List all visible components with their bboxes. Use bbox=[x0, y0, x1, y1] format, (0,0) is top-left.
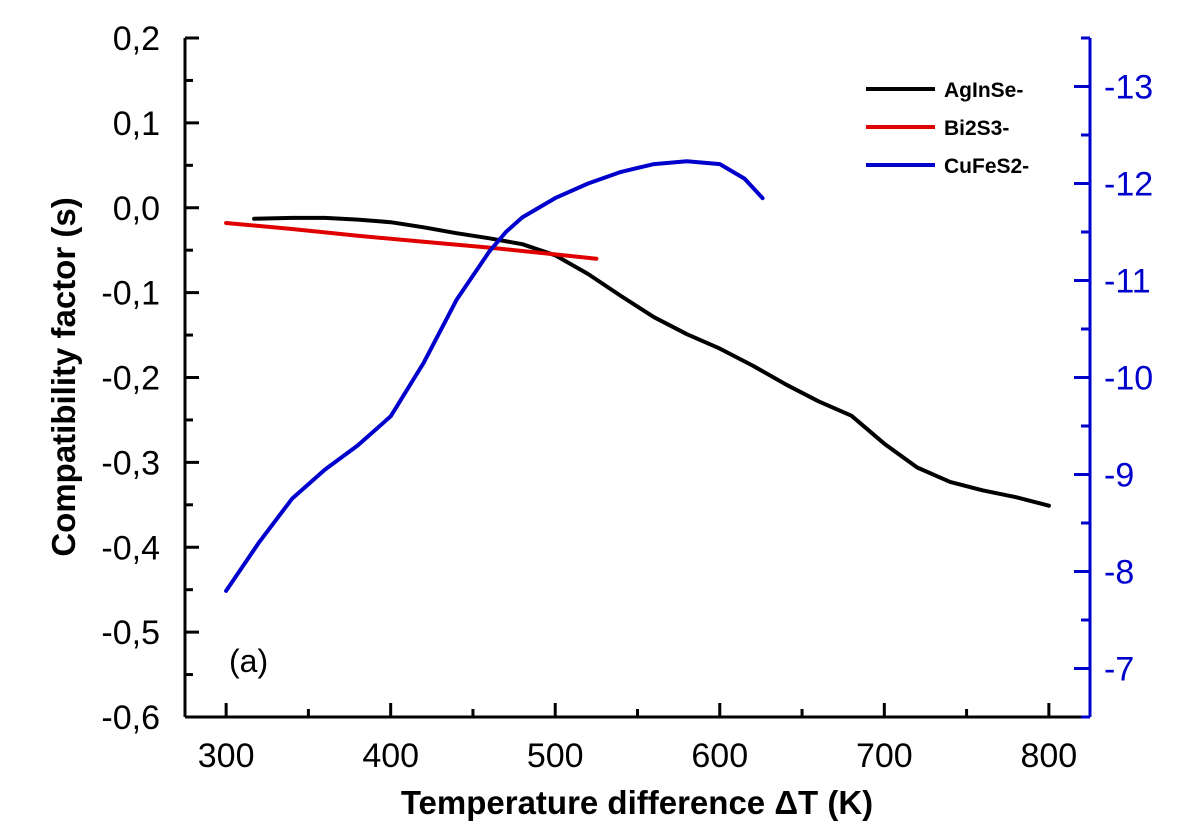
y-left-tick-label: 0,1 bbox=[113, 105, 160, 143]
y-left-tick-label: -0,2 bbox=[101, 360, 160, 398]
y-right-tick-label: -7 bbox=[1104, 651, 1134, 689]
x-tick-label: 700 bbox=[856, 737, 913, 775]
y-left-tick-label: -0,6 bbox=[101, 699, 160, 737]
y-left-axis-ticks: -0,6 -0,5 -0,4 -0,3 -0,2 -0,1 0,0 0,1 0,2 bbox=[101, 20, 199, 737]
x-axis-ticks: 300 400 500 600 700 800 bbox=[198, 703, 1077, 775]
legend-label: Bi2S3- bbox=[944, 117, 1009, 140]
x-tick-label: 400 bbox=[362, 737, 419, 775]
y-right-tick-label: -13 bbox=[1104, 69, 1153, 107]
y-left-tick-label: 0,2 bbox=[113, 20, 160, 58]
y-left-tick-label: -0,3 bbox=[101, 444, 160, 482]
legend-label: AgInSe- bbox=[944, 79, 1023, 102]
y-right-tick-label: -9 bbox=[1104, 457, 1134, 495]
series-line-bi2s3 bbox=[224, 221, 599, 261]
legend-label: CuFeS2- bbox=[944, 155, 1029, 178]
series-line-aginse bbox=[252, 215, 1051, 508]
legend: AgInSe- Bi2S3- CuFeS2- bbox=[866, 79, 1029, 178]
x-tick-label: 500 bbox=[527, 737, 584, 775]
x-tick-label: 300 bbox=[198, 737, 255, 775]
x-axis-title: Temperature difference ΔT (K) bbox=[401, 784, 873, 821]
x-tick-label: 600 bbox=[691, 737, 748, 775]
y-right-tick-label: -12 bbox=[1104, 166, 1153, 204]
y-right-tick-label: -11 bbox=[1104, 263, 1151, 301]
series-layer bbox=[224, 159, 1051, 593]
panel-annotation: (a) bbox=[229, 643, 268, 679]
y-right-axis-ticks: -7 -8 -9 -10 -11 -12 -13 bbox=[1074, 36, 1153, 719]
y-left-tick-label: 0,0 bbox=[113, 190, 160, 228]
y-right-tick-label: -8 bbox=[1104, 554, 1134, 592]
y-left-tick-label: -0,5 bbox=[101, 614, 160, 652]
y-left-tick-label: -0,1 bbox=[101, 275, 160, 313]
x-tick-label: 800 bbox=[1020, 737, 1077, 775]
series-line-cufes2 bbox=[224, 159, 765, 593]
y-axis-title: Compatibility factor (s) bbox=[45, 197, 82, 556]
y-left-tick-label: -0,4 bbox=[101, 529, 160, 567]
y-right-tick-label: -10 bbox=[1104, 360, 1153, 398]
